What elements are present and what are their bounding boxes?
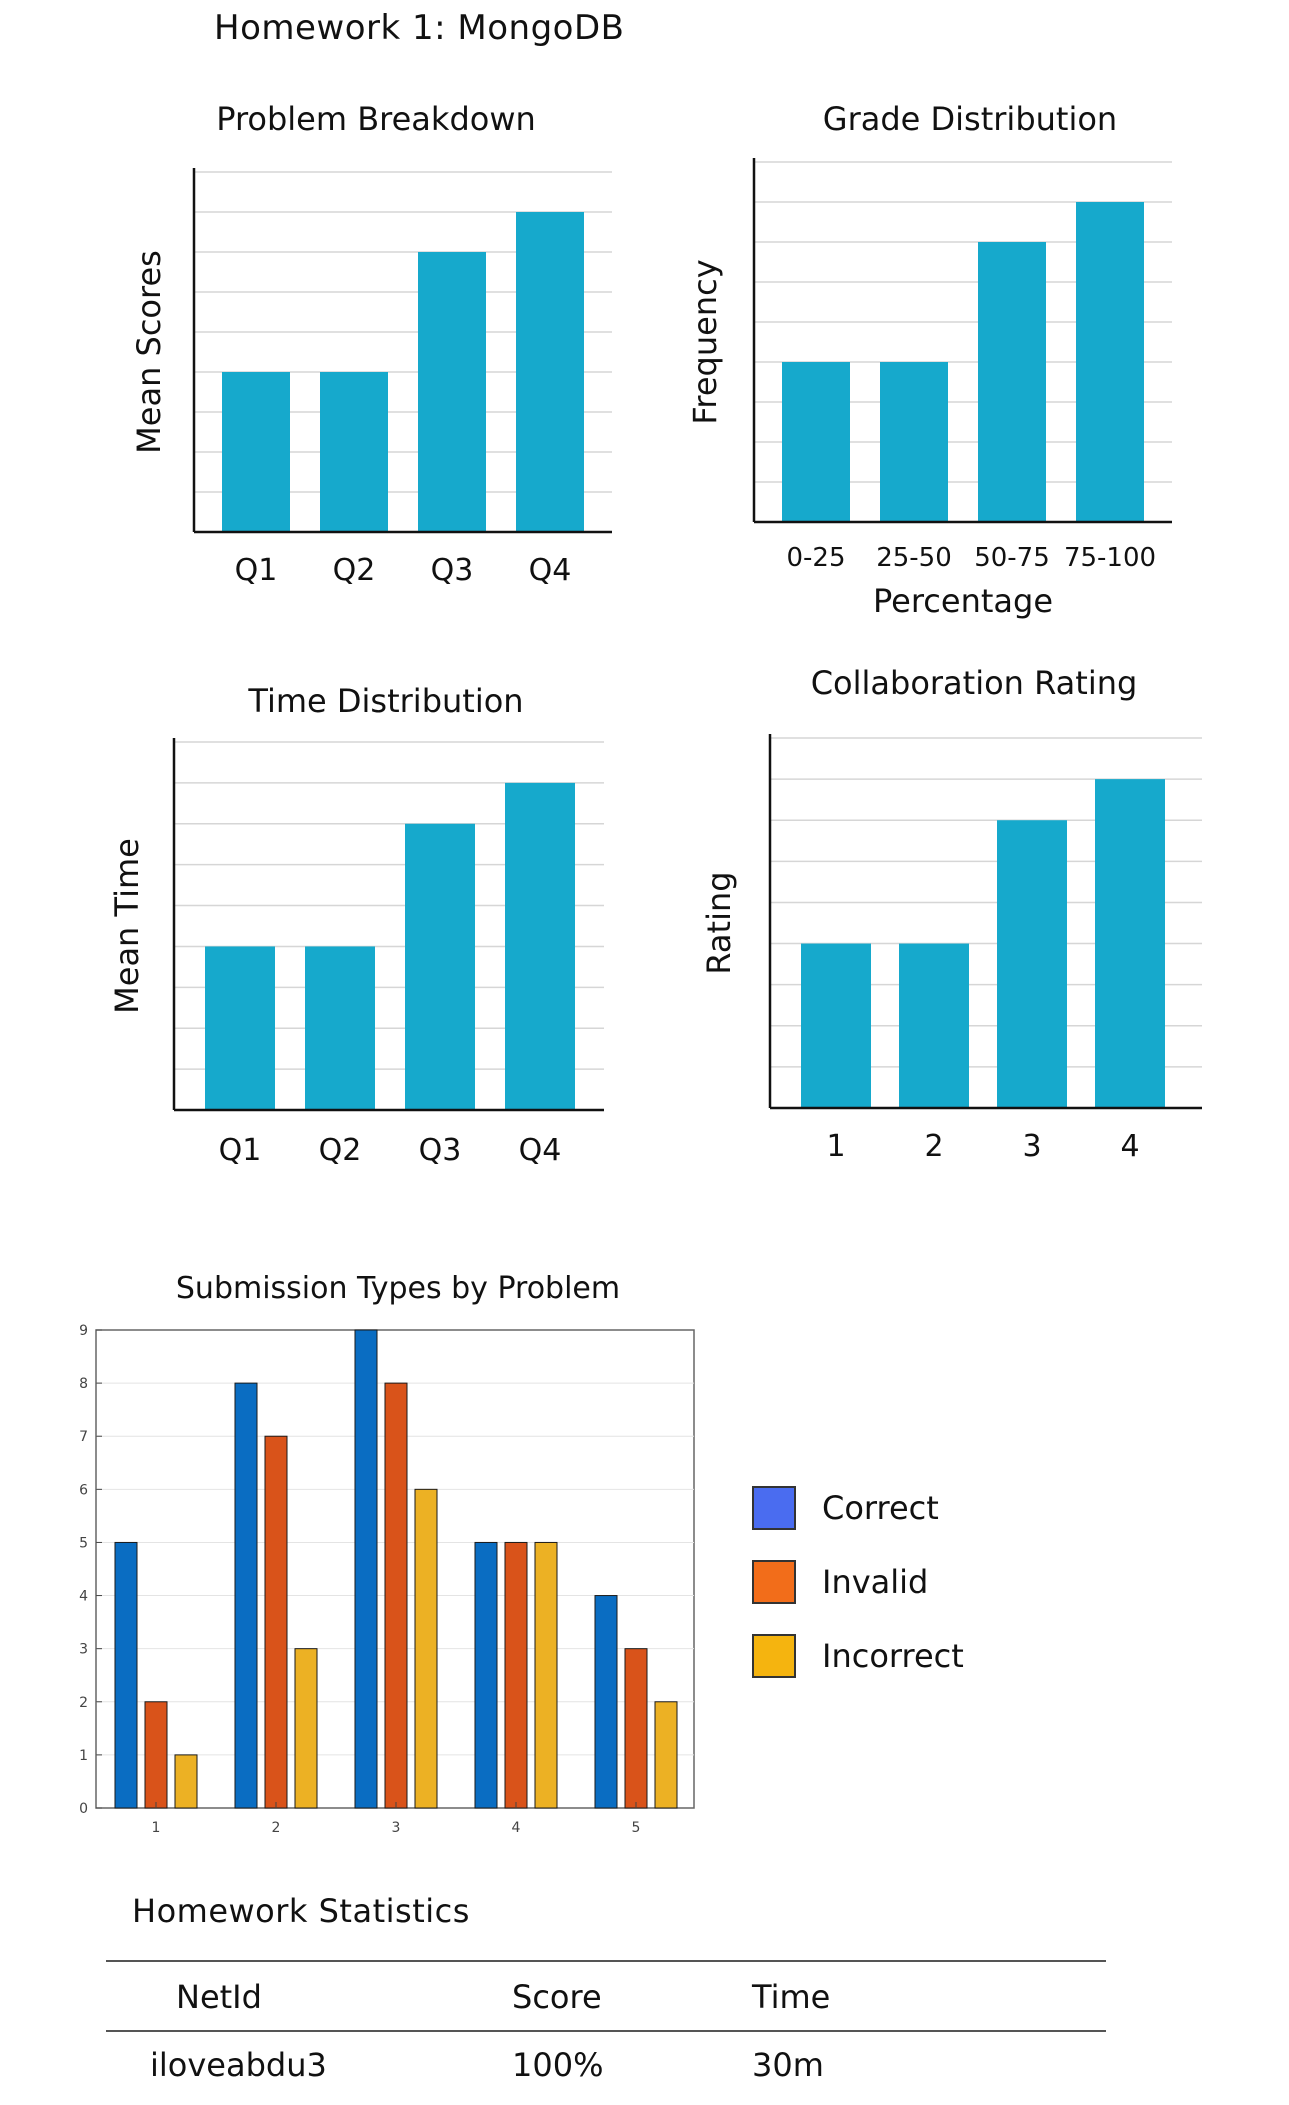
grade-distribution-bar-50-75	[978, 242, 1046, 522]
legend-swatch-correct	[752, 1486, 796, 1530]
submission-bar-invalid-2	[264, 1435, 288, 1809]
table-cell-score: 100%	[512, 2046, 604, 2084]
legend-item-invalid: Invalid	[752, 1560, 928, 1604]
submission-bar-correct-4	[474, 1541, 498, 1809]
submission-bar-correct-1	[114, 1541, 138, 1809]
grade-distribution-tick-label: 50-75	[974, 543, 1050, 573]
submission-y-tick-label: 9	[79, 1323, 88, 1339]
time-distribution-bar-Q1	[205, 946, 275, 1110]
submission-y-tick-label: 0	[79, 1801, 88, 1817]
problem-breakdown-bar-Q1	[222, 372, 290, 532]
problem-breakdown-bar-Q3	[418, 252, 486, 532]
collaboration-rating-ylabel: Rating	[700, 871, 738, 974]
table-header-rule	[106, 2030, 1106, 2032]
time-distribution-bar-Q3	[405, 823, 475, 1110]
submission-y-tick-label: 4	[79, 1589, 88, 1605]
problem-breakdown-tick-label: Q1	[235, 553, 278, 588]
problem-breakdown-tick-label: Q3	[431, 553, 474, 588]
submission-bar-correct-2	[234, 1382, 258, 1809]
submission-bar-incorrect-2	[294, 1648, 318, 1809]
submission-bar-invalid-3	[384, 1382, 408, 1809]
submission-bar-incorrect-4	[534, 1541, 558, 1809]
legend-label-correct: Correct	[822, 1489, 939, 1527]
submission-x-tick-label: 3	[392, 1820, 401, 1836]
collaboration-rating-bar-4	[1095, 779, 1165, 1108]
collaboration-rating-title: Collaboration Rating	[811, 664, 1138, 702]
legend-item-correct: Correct	[752, 1486, 939, 1530]
submission-bar-correct-5	[594, 1595, 618, 1809]
collaboration-rating-bar-2	[899, 943, 969, 1108]
time-distribution-bar-Q4	[505, 782, 575, 1110]
grade-distribution-bar-75-100	[1076, 202, 1144, 522]
grade-distribution-tick-label: 75-100	[1064, 543, 1156, 573]
submission-bar-incorrect-3	[414, 1488, 438, 1809]
submission-x-tick-label: 5	[632, 1820, 641, 1836]
column-header-time: Time	[752, 1978, 831, 2016]
grade-distribution-tick-label: 25-50	[876, 543, 952, 573]
time-distribution-bar-Q2	[305, 946, 375, 1110]
submission-title: Submission Types by Problem	[176, 1271, 620, 1306]
submission-bar-incorrect-1	[174, 1754, 198, 1809]
time-distribution-ylabel: Mean Time	[108, 838, 146, 1014]
time-distribution-tick-label: Q1	[219, 1133, 262, 1168]
legend-item-incorrect: Incorrect	[752, 1634, 964, 1678]
grade-distribution-ylabel: Frequency	[686, 259, 724, 424]
time-distribution-tick-label: Q4	[519, 1133, 562, 1168]
table-cell-netid: iloveabdu3	[150, 2046, 327, 2084]
column-header-score: Score	[512, 1978, 602, 2016]
problem-breakdown-tick-label: Q4	[529, 553, 572, 588]
submission-y-tick-label: 2	[79, 1695, 88, 1711]
legend-swatch-incorrect	[752, 1634, 796, 1678]
table-top-rule	[106, 1960, 1106, 1962]
grade-distribution-tick-label: 0-25	[786, 543, 845, 573]
problem-breakdown-bar-Q2	[320, 372, 388, 532]
submission-y-tick-label: 1	[79, 1748, 88, 1764]
submission-x-tick-label: 4	[512, 1820, 521, 1836]
problem-breakdown-tick-label: Q2	[333, 553, 376, 588]
legend-swatch-invalid	[752, 1560, 796, 1604]
collaboration-rating-tick-label: 1	[826, 1129, 845, 1164]
submission-y-tick-label: 8	[79, 1376, 88, 1392]
submission-bar-invalid-5	[624, 1648, 648, 1809]
time-distribution-tick-label: Q3	[419, 1133, 462, 1168]
submission-y-tick-label: 5	[79, 1535, 88, 1551]
legend-label-incorrect: Incorrect	[822, 1637, 964, 1675]
charts-canvas: Q1 Q2 Q3 Q4 Problem Breakdown Mean Scores 0-25…	[79, 100, 1202, 1836]
submission-bar-invalid-1	[144, 1701, 168, 1809]
column-header-netid: NetId	[176, 1978, 262, 2016]
problem-breakdown-bar-Q4	[516, 212, 584, 532]
collaboration-rating-bar-3	[997, 820, 1067, 1108]
problem-breakdown-ylabel: Mean Scores	[130, 250, 168, 454]
grade-distribution-bar-0-25	[782, 362, 850, 522]
submission-y-tick-label: 6	[79, 1482, 88, 1498]
grade-distribution-title: Grade Distribution	[823, 100, 1117, 138]
page-title: Homework 1: MongoDB	[214, 8, 625, 48]
submission-x-tick-label: 2	[272, 1820, 281, 1836]
submission-bar-incorrect-5	[654, 1701, 678, 1809]
problem-breakdown-title: Problem Breakdown	[216, 100, 536, 138]
submission-y-tick-label: 3	[79, 1642, 88, 1658]
submission-bar-invalid-4	[504, 1541, 528, 1809]
grade-distribution-bar-25-50	[880, 362, 948, 522]
submission-x-tick-label: 1	[152, 1820, 161, 1836]
table-cell-time: 30m	[752, 2046, 824, 2084]
collaboration-rating-tick-label: 4	[1120, 1129, 1139, 1164]
collaboration-rating-tick-label: 2	[924, 1129, 943, 1164]
time-distribution-tick-label: Q2	[319, 1133, 362, 1168]
collaboration-rating-bar-1	[801, 943, 871, 1108]
collaboration-rating-tick-label: 3	[1022, 1129, 1041, 1164]
submission-bar-correct-3	[354, 1329, 378, 1809]
legend-label-invalid: Invalid	[822, 1563, 929, 1601]
stats-title: Homework Statistics	[132, 1892, 470, 1930]
grade-distribution-xlabel: Percentage	[873, 582, 1053, 620]
submission-y-tick-label: 7	[79, 1429, 88, 1445]
time-distribution-title: Time Distribution	[247, 682, 523, 720]
